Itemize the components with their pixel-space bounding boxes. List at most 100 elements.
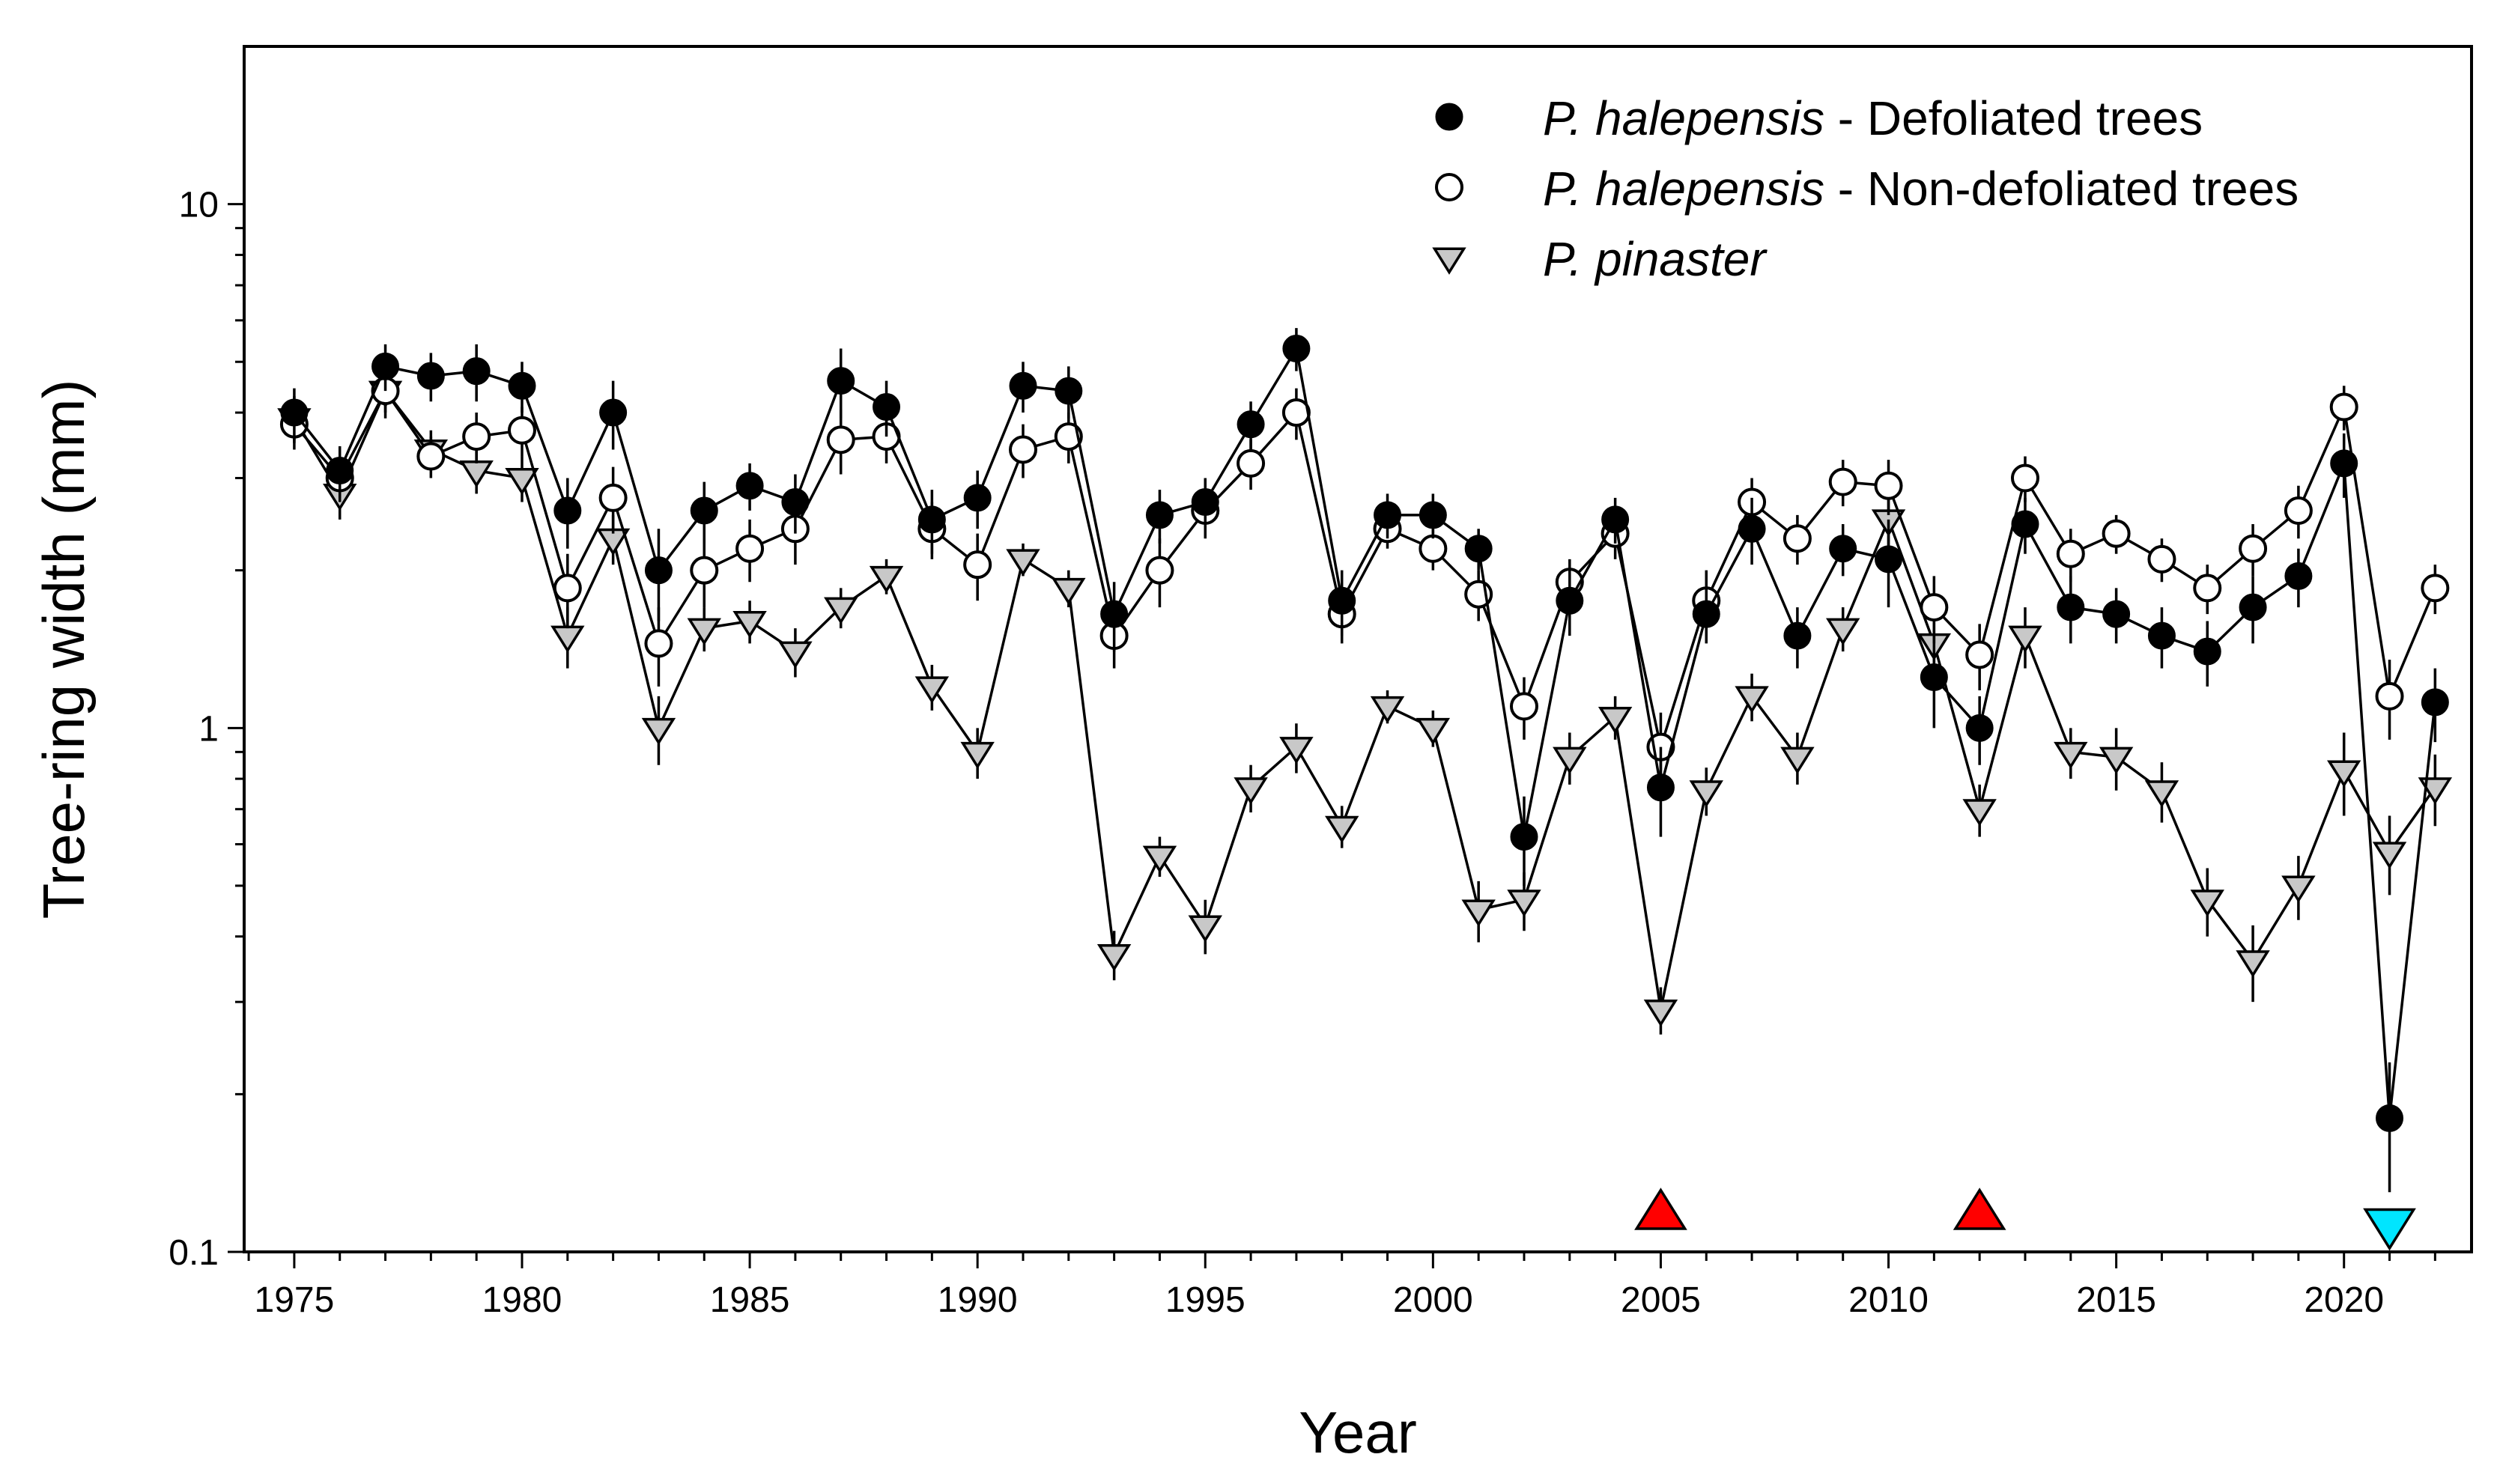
data-point [2147, 544, 2176, 574]
legend-species: P. halepensis [1543, 91, 1824, 145]
data-point [2376, 1104, 2404, 1132]
data-point [1738, 514, 1766, 543]
data-point [2281, 875, 2316, 903]
data-point [1237, 448, 1266, 478]
data-point [1100, 600, 1129, 628]
data-point [2190, 890, 2224, 917]
data-point [690, 556, 719, 585]
data-point [2236, 950, 2270, 978]
data-point [2327, 760, 2361, 788]
data-point [2330, 449, 2358, 478]
series-0 [280, 328, 2449, 1193]
data-point [1920, 593, 1949, 622]
data-point [1096, 943, 1132, 972]
data-point [1553, 746, 1587, 775]
data-point [1054, 422, 1083, 451]
data-point [416, 442, 446, 471]
data-point [371, 352, 400, 380]
data-point [1237, 410, 1265, 439]
data-point [1826, 618, 1860, 645]
data-point [827, 367, 855, 395]
legend-entry: P. halepensis - Non-defoliated trees [1543, 162, 2299, 216]
data-point [1643, 999, 1678, 1027]
data-point [599, 398, 628, 427]
x-tick-label: 2015 [2076, 1280, 2156, 1320]
data-point [2239, 593, 2267, 621]
data-point [2057, 593, 2085, 621]
data-point [1142, 845, 1177, 873]
data-point [2011, 510, 2039, 538]
data-point [1145, 556, 1174, 585]
data-point [644, 629, 673, 658]
data-point [2372, 842, 2407, 869]
data-point [1279, 737, 1314, 764]
data-point [462, 422, 491, 451]
data-point [873, 393, 901, 422]
data-point [1052, 577, 1086, 606]
data-point [1692, 600, 1720, 628]
y-axis-title: Tree-ring width (mm) [31, 380, 97, 919]
data-point [1556, 586, 1584, 615]
legend-marker [1432, 247, 1466, 275]
data-point [732, 611, 767, 639]
data-point [1828, 467, 1857, 496]
data-point [2102, 519, 2131, 548]
data-point [1735, 686, 1769, 714]
data-point [824, 597, 858, 624]
data-point [778, 641, 813, 669]
y-tick-label: 1 [198, 709, 219, 749]
legend-entry: P. pinaster [1543, 232, 1768, 286]
data-point [507, 416, 536, 445]
data-point [869, 565, 904, 594]
data-point [1464, 535, 1493, 563]
data-point [1008, 435, 1037, 464]
data-point [963, 550, 992, 580]
event-markers [1634, 1187, 2416, 1251]
data-point [1510, 823, 1538, 851]
data-point [2010, 463, 2039, 493]
data-point [2421, 688, 2449, 717]
data-point [1461, 899, 1496, 927]
data-point [508, 371, 536, 400]
data-point [1419, 534, 1448, 563]
x-tick-label: 1985 [710, 1280, 790, 1320]
data-point [505, 467, 539, 496]
data-point [1370, 696, 1405, 724]
data-point [1009, 371, 1037, 400]
data-point [1055, 377, 1083, 405]
data-point [1829, 535, 1857, 563]
data-point [1920, 663, 1948, 692]
data-point [2147, 621, 2176, 650]
data-point [1962, 799, 1997, 827]
data-point [1965, 640, 1994, 669]
data-point [1325, 815, 1359, 844]
event-marker [2363, 1208, 2416, 1251]
x-tick-label: 2005 [1621, 1280, 1701, 1320]
data-point [553, 496, 582, 525]
data-point [1646, 773, 1675, 802]
data-point [2102, 600, 2131, 628]
data-point [914, 676, 950, 704]
event-marker [1634, 1187, 1687, 1230]
data-point [1965, 714, 1994, 742]
data-point [598, 483, 628, 512]
legend: P. halepensis - Defoliated trees P. halep… [1432, 91, 2299, 286]
data-point [2008, 625, 2042, 653]
x-tick-label: 1980 [482, 1280, 562, 1320]
data-point [2144, 780, 2179, 808]
legend-marker [1435, 103, 1463, 131]
data-point [1419, 501, 1447, 529]
legend-suffix: - Defoliated trees [1824, 91, 2203, 145]
data-point [1598, 707, 1633, 735]
data-point [1191, 487, 1219, 516]
x-tick-label: 1995 [1165, 1280, 1246, 1320]
legend-marker [1435, 173, 1463, 201]
data-point [326, 457, 354, 485]
data-point [2375, 681, 2404, 711]
data-point [735, 534, 765, 563]
data-point [1234, 777, 1268, 805]
data-point [781, 487, 810, 516]
data-point [826, 425, 855, 454]
